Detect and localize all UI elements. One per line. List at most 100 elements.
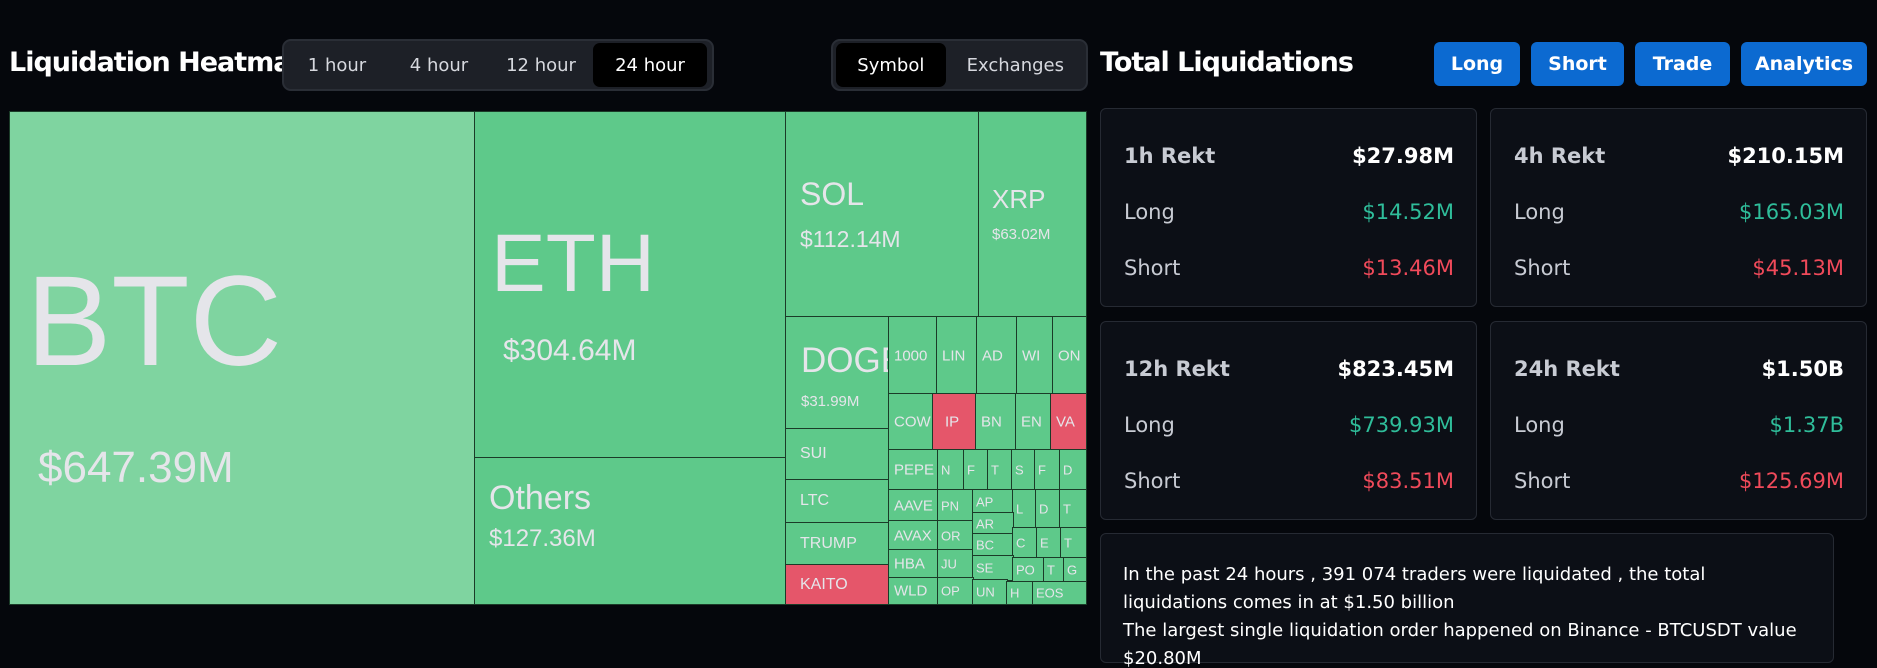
- tile-small[interactable]: AD: [976, 316, 1018, 395]
- tile-symbol: EN: [1021, 413, 1042, 431]
- tile-sui[interactable]: SUI: [785, 428, 890, 481]
- tile-small[interactable]: H: [1006, 581, 1034, 605]
- time-range-tabs: 1 hour 4 hour 12 hour 24 hour: [282, 39, 714, 91]
- tile-small[interactable]: G: [1063, 557, 1087, 583]
- tile-symbol: SE: [976, 560, 994, 576]
- tile-small[interactable]: PEPE: [888, 449, 939, 491]
- tile-small[interactable]: AR: [972, 512, 1014, 535]
- tile-small[interactable]: BN: [975, 393, 1017, 451]
- tile-small[interactable]: WI: [1016, 316, 1054, 395]
- tile-doge[interactable]: DOGE $31.99M: [785, 316, 890, 430]
- tile-btc[interactable]: BTC $647.39M: [9, 111, 476, 605]
- tile-small[interactable]: VA: [1050, 393, 1087, 451]
- tile-small[interactable]: E: [1036, 527, 1062, 559]
- tile-small[interactable]: BC: [972, 533, 1014, 557]
- card-total: $823.45M: [1337, 357, 1454, 381]
- tile-ltc[interactable]: LTC: [785, 479, 890, 524]
- tile-small[interactable]: OR: [937, 520, 974, 551]
- tile-others[interactable]: Others $127.36M: [474, 457, 787, 605]
- tile-small[interactable]: HBA: [888, 549, 939, 579]
- card-total: $210.15M: [1727, 144, 1844, 168]
- tile-small[interactable]: JU: [937, 549, 974, 579]
- short-button[interactable]: Short: [1531, 42, 1624, 86]
- tile-symbol: E: [1040, 535, 1049, 551]
- tile-eth[interactable]: ETH $304.64M: [474, 111, 787, 459]
- tab-exchanges[interactable]: Exchanges: [966, 54, 1064, 76]
- tile-small[interactable]: S: [1011, 449, 1036, 491]
- tile-small[interactable]: T: [1059, 489, 1087, 529]
- tile-small[interactable]: IP: [932, 393, 977, 451]
- tile-symbol: C: [1016, 535, 1026, 551]
- tile-small[interactable]: EOS: [1032, 581, 1087, 605]
- tile-small[interactable]: AVAX: [888, 520, 939, 551]
- tile-symbol: KAITO: [800, 576, 848, 593]
- tile-value: $31.99M: [801, 393, 860, 410]
- tile-kaito[interactable]: KAITO: [785, 564, 890, 605]
- stat-card-4h: 4h Rekt $210.15M Long $165.03M Short $45.13…: [1490, 108, 1867, 307]
- tile-small[interactable]: T: [1043, 557, 1065, 583]
- tile-small[interactable]: SE: [972, 555, 1014, 581]
- tile-symbol: PO: [1016, 562, 1035, 578]
- tile-symbol: AAVE: [894, 497, 933, 514]
- tab-1-hour[interactable]: 1 hour: [307, 54, 367, 76]
- trade-button[interactable]: Trade: [1635, 42, 1730, 86]
- tile-small[interactable]: C: [1012, 527, 1038, 559]
- short-label: Short: [1514, 256, 1571, 280]
- tile-small[interactable]: COW: [888, 393, 934, 451]
- analytics-button[interactable]: Analytics: [1741, 42, 1867, 86]
- tile-symbol: T: [1047, 562, 1055, 578]
- tab-12-hour[interactable]: 12 hour: [506, 54, 576, 76]
- long-value: $14.52M: [1362, 200, 1454, 224]
- long-label: Long: [1514, 413, 1565, 437]
- heatmap-title: Liquidation Heatmap: [9, 47, 310, 78]
- tile-symbol: D: [1039, 501, 1049, 517]
- tile-small[interactable]: F: [1034, 449, 1061, 491]
- tile-small[interactable]: AP: [972, 489, 1014, 514]
- tab-4-hour[interactable]: 4 hour: [409, 54, 469, 76]
- tile-small[interactable]: LIN: [936, 316, 978, 395]
- tile-small[interactable]: N: [937, 449, 965, 491]
- long-button[interactable]: Long: [1434, 42, 1520, 86]
- tile-small[interactable]: ON: [1052, 316, 1087, 395]
- tile-small[interactable]: D: [1035, 489, 1061, 529]
- tab-symbol[interactable]: Symbol: [836, 43, 946, 87]
- tile-small[interactable]: PO: [1012, 557, 1045, 583]
- tile-symbol: COW: [894, 413, 931, 431]
- tile-small[interactable]: PN: [937, 489, 974, 522]
- tile-symbol: EOS: [1036, 585, 1064, 601]
- short-label: Short: [1124, 256, 1181, 280]
- tile-symbol: Others: [489, 479, 592, 517]
- tile-small[interactable]: 1000: [888, 316, 938, 395]
- tile-symbol: T: [991, 462, 999, 478]
- tile-small[interactable]: F: [963, 449, 989, 491]
- tile-small[interactable]: EN: [1015, 393, 1052, 451]
- tile-symbol: OP: [941, 583, 960, 599]
- short-label: Short: [1124, 469, 1181, 493]
- short-label: Short: [1514, 469, 1571, 493]
- tile-symbol: 1000: [894, 347, 928, 364]
- tile-small[interactable]: T: [1060, 527, 1087, 559]
- tile-symbol: PN: [941, 498, 960, 513]
- tile-small[interactable]: D: [1059, 449, 1087, 491]
- tile-trump[interactable]: TRUMP: [785, 522, 890, 566]
- tile-small[interactable]: OP: [937, 577, 974, 605]
- tile-symbol: HBA: [894, 555, 925, 573]
- tile-small[interactable]: WLD: [888, 577, 939, 605]
- tile-symbol: H: [1010, 585, 1020, 601]
- tile-xrp[interactable]: XRP $63.02M: [978, 111, 1087, 318]
- tile-symbol: PEPE: [894, 461, 935, 479]
- tile-symbol: SOL: [800, 176, 865, 212]
- short-value: $83.51M: [1362, 469, 1454, 493]
- tab-24-hour[interactable]: 24 hour: [593, 43, 707, 87]
- tile-sol[interactable]: SOL $112.14M: [785, 111, 980, 318]
- long-label: Long: [1124, 413, 1175, 437]
- tile-symbol: IP: [945, 413, 960, 431]
- tile-small[interactable]: UN: [972, 579, 1008, 605]
- card-title: 1h Rekt: [1124, 144, 1216, 168]
- card-title: 24h Rekt: [1514, 357, 1620, 381]
- stat-card-12h: 12h Rekt $823.45M Long $739.93M Short $83.5…: [1100, 321, 1477, 520]
- tile-small[interactable]: L: [1012, 489, 1037, 529]
- tile-symbol: L: [1016, 501, 1024, 517]
- tile-small[interactable]: T: [987, 449, 1013, 491]
- tile-small[interactable]: AAVE: [888, 489, 939, 522]
